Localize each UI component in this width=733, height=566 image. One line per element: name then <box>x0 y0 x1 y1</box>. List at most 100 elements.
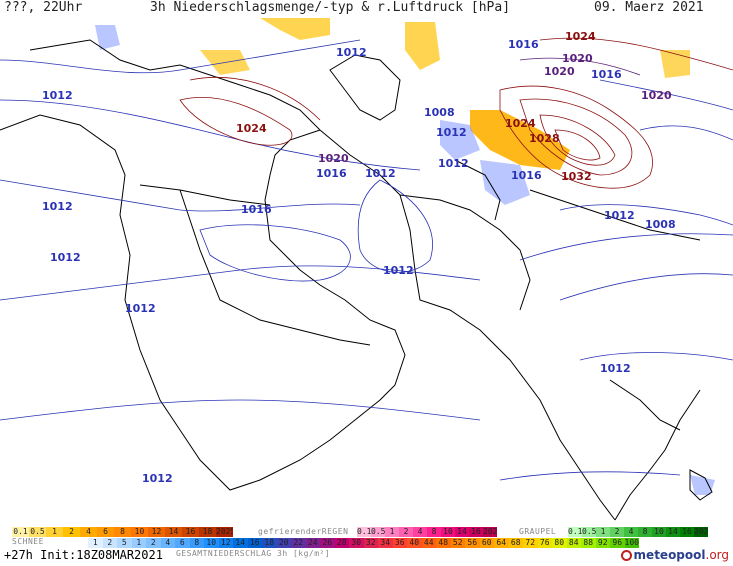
isobar-label: 1024 <box>505 117 536 130</box>
snow-cell: 12 <box>148 527 165 537</box>
gesamt-cell: 4 <box>160 538 175 548</box>
isobar-label: 1012 <box>42 89 73 102</box>
gesamt-cell: 32 <box>363 538 378 548</box>
isobar-label: 1008 <box>645 218 676 231</box>
snow-cell: 8 <box>114 527 131 537</box>
isobar-label: 1016 <box>508 38 539 51</box>
isobar-label: 1012 <box>436 126 467 139</box>
gesamt-cell: 8 <box>189 538 204 548</box>
isobar-label: 1028 <box>529 132 560 145</box>
gesamt-cell: 5 <box>117 538 132 548</box>
regen-cell: 1 <box>385 527 399 537</box>
gesamt-cell: 12 <box>218 538 233 548</box>
isobar-label: 1012 <box>383 264 414 277</box>
isobar-label: 1012 <box>438 157 469 170</box>
gesamt-cell: 2 <box>146 538 161 548</box>
regen-cell: 16 <box>469 527 483 537</box>
gesamt-cell: 34 <box>378 538 393 548</box>
pressure-precip-map: 1012 1012 1012 1012 1012 1012 1012 1012 … <box>0 18 733 523</box>
snow-cell: 6 <box>97 527 114 537</box>
snow-title: SCHNEE <box>12 537 44 546</box>
graupel-title: GRAUPEL <box>519 527 557 536</box>
isobar-label: 1016 <box>511 169 542 182</box>
gesamt-cell: 36 <box>392 538 407 548</box>
regen-cell: 4 <box>413 527 427 537</box>
gesamt-cell: 96 <box>610 538 625 548</box>
gesamt-cell: 1 <box>131 538 146 548</box>
graupel-cell: 2 <box>610 527 624 537</box>
gesamt-cell: 6 <box>175 538 190 548</box>
isobar-label: 1020 <box>562 52 593 65</box>
gesamt-cell: 48 <box>436 538 451 548</box>
isobar-label: 1016 <box>316 167 347 180</box>
regen-cell: 14 <box>455 527 469 537</box>
gesamt-cell: 16 <box>247 538 262 548</box>
isobar-label: 1024 <box>236 122 267 135</box>
isobar-label: 1012 <box>336 46 367 59</box>
gesamt-cell: 84 <box>566 538 581 548</box>
gesamt-scale: 1 2 5 1 2 4 6 8 10 12 14 16 18 20 22 24 26 28 30 32 34 36 40 44… <box>88 538 639 548</box>
gesamt-cell: 52 <box>450 538 465 548</box>
snow-cell: 0.5 <box>29 527 46 537</box>
regen-cell: 8 <box>427 527 441 537</box>
isobar-label: 1012 <box>50 251 81 264</box>
gesamt-cell: 64 <box>494 538 509 548</box>
graupel-cell: 2025+ <box>694 527 708 537</box>
graupel-cell: 10 <box>652 527 666 537</box>
isobar-label: 1012 <box>125 302 156 315</box>
gesamt-cell: 30 <box>349 538 364 548</box>
regen-cell: 2025+ <box>483 527 497 537</box>
meteopool-logo: meteopool.org <box>620 548 729 562</box>
gesamt-cell: 92 <box>595 538 610 548</box>
gesamt-cell: 80 <box>552 538 567 548</box>
isobar-label: 1012 <box>600 362 631 375</box>
graupel-cell: 4 <box>624 527 638 537</box>
isobar-label: 1020 <box>318 152 349 165</box>
coastlines <box>0 39 713 521</box>
isobar-label: 1012 <box>365 167 396 180</box>
gesamt-cell: 18 <box>262 538 277 548</box>
regen-cell: 10 <box>441 527 455 537</box>
gesamt-cell: 1 <box>88 538 103 548</box>
forecast-init: +27h Init:18Z08MAR2021 <box>4 548 163 562</box>
gesamt-cell: 10 <box>204 538 219 548</box>
snow-cell: 1 <box>46 527 63 537</box>
snow-cell: 2 <box>63 527 80 537</box>
map-title: 3h Niederschlagsmenge/-typ & r.Luftdruck… <box>150 0 511 15</box>
gesamt-cell: 88 <box>581 538 596 548</box>
graupel-cell: 16 <box>680 527 694 537</box>
snow-cell: 14 <box>165 527 182 537</box>
gesamt-cell: 24 <box>305 538 320 548</box>
gesamt-cell: 14 <box>233 538 248 548</box>
regen-cell: 0.5 <box>371 527 385 537</box>
graupel-cell: 14 <box>666 527 680 537</box>
snow-cell: 2025+ <box>216 527 233 537</box>
gesamt-cell: 22 <box>291 538 306 548</box>
gesamt-cell: 44 <box>421 538 436 548</box>
snow-cell: 4 <box>80 527 97 537</box>
snow-cell: 10 <box>131 527 148 537</box>
gesamt-cell: 40 <box>407 538 422 548</box>
gesamt-title: GESAMTNIEDERSCHLAG 3h [kg/m²] <box>176 549 331 558</box>
graupel-cell: 0.5 <box>582 527 596 537</box>
gesamt-cell: 56 <box>465 538 480 548</box>
isobar-labels: 1012 1012 1012 1012 1012 1012 1012 1012 … <box>42 30 676 485</box>
isobar-label: 1008 <box>424 106 455 119</box>
gesamt-cell: 2 <box>102 538 117 548</box>
gesamt-cell: 28 <box>334 538 349 548</box>
isobar-label: 1024 <box>565 30 596 43</box>
isobar-label: 1032 <box>561 170 592 183</box>
isobar-label: 1016 <box>591 68 622 81</box>
isobar-label: 1016 <box>241 203 272 216</box>
gesamt-cell: 20 <box>276 538 291 548</box>
gesamt-cell: 100 <box>624 538 639 548</box>
gesamt-cell: 68 <box>508 538 523 548</box>
regen-scale: 0.10.512481014162025+ <box>357 527 497 537</box>
precipitation-areas <box>95 18 715 495</box>
isobar-label: 1012 <box>604 209 635 222</box>
isobar-lines <box>0 37 733 481</box>
graupel-cell: 1 <box>596 527 610 537</box>
snow-cell: 0.1 <box>12 527 29 537</box>
